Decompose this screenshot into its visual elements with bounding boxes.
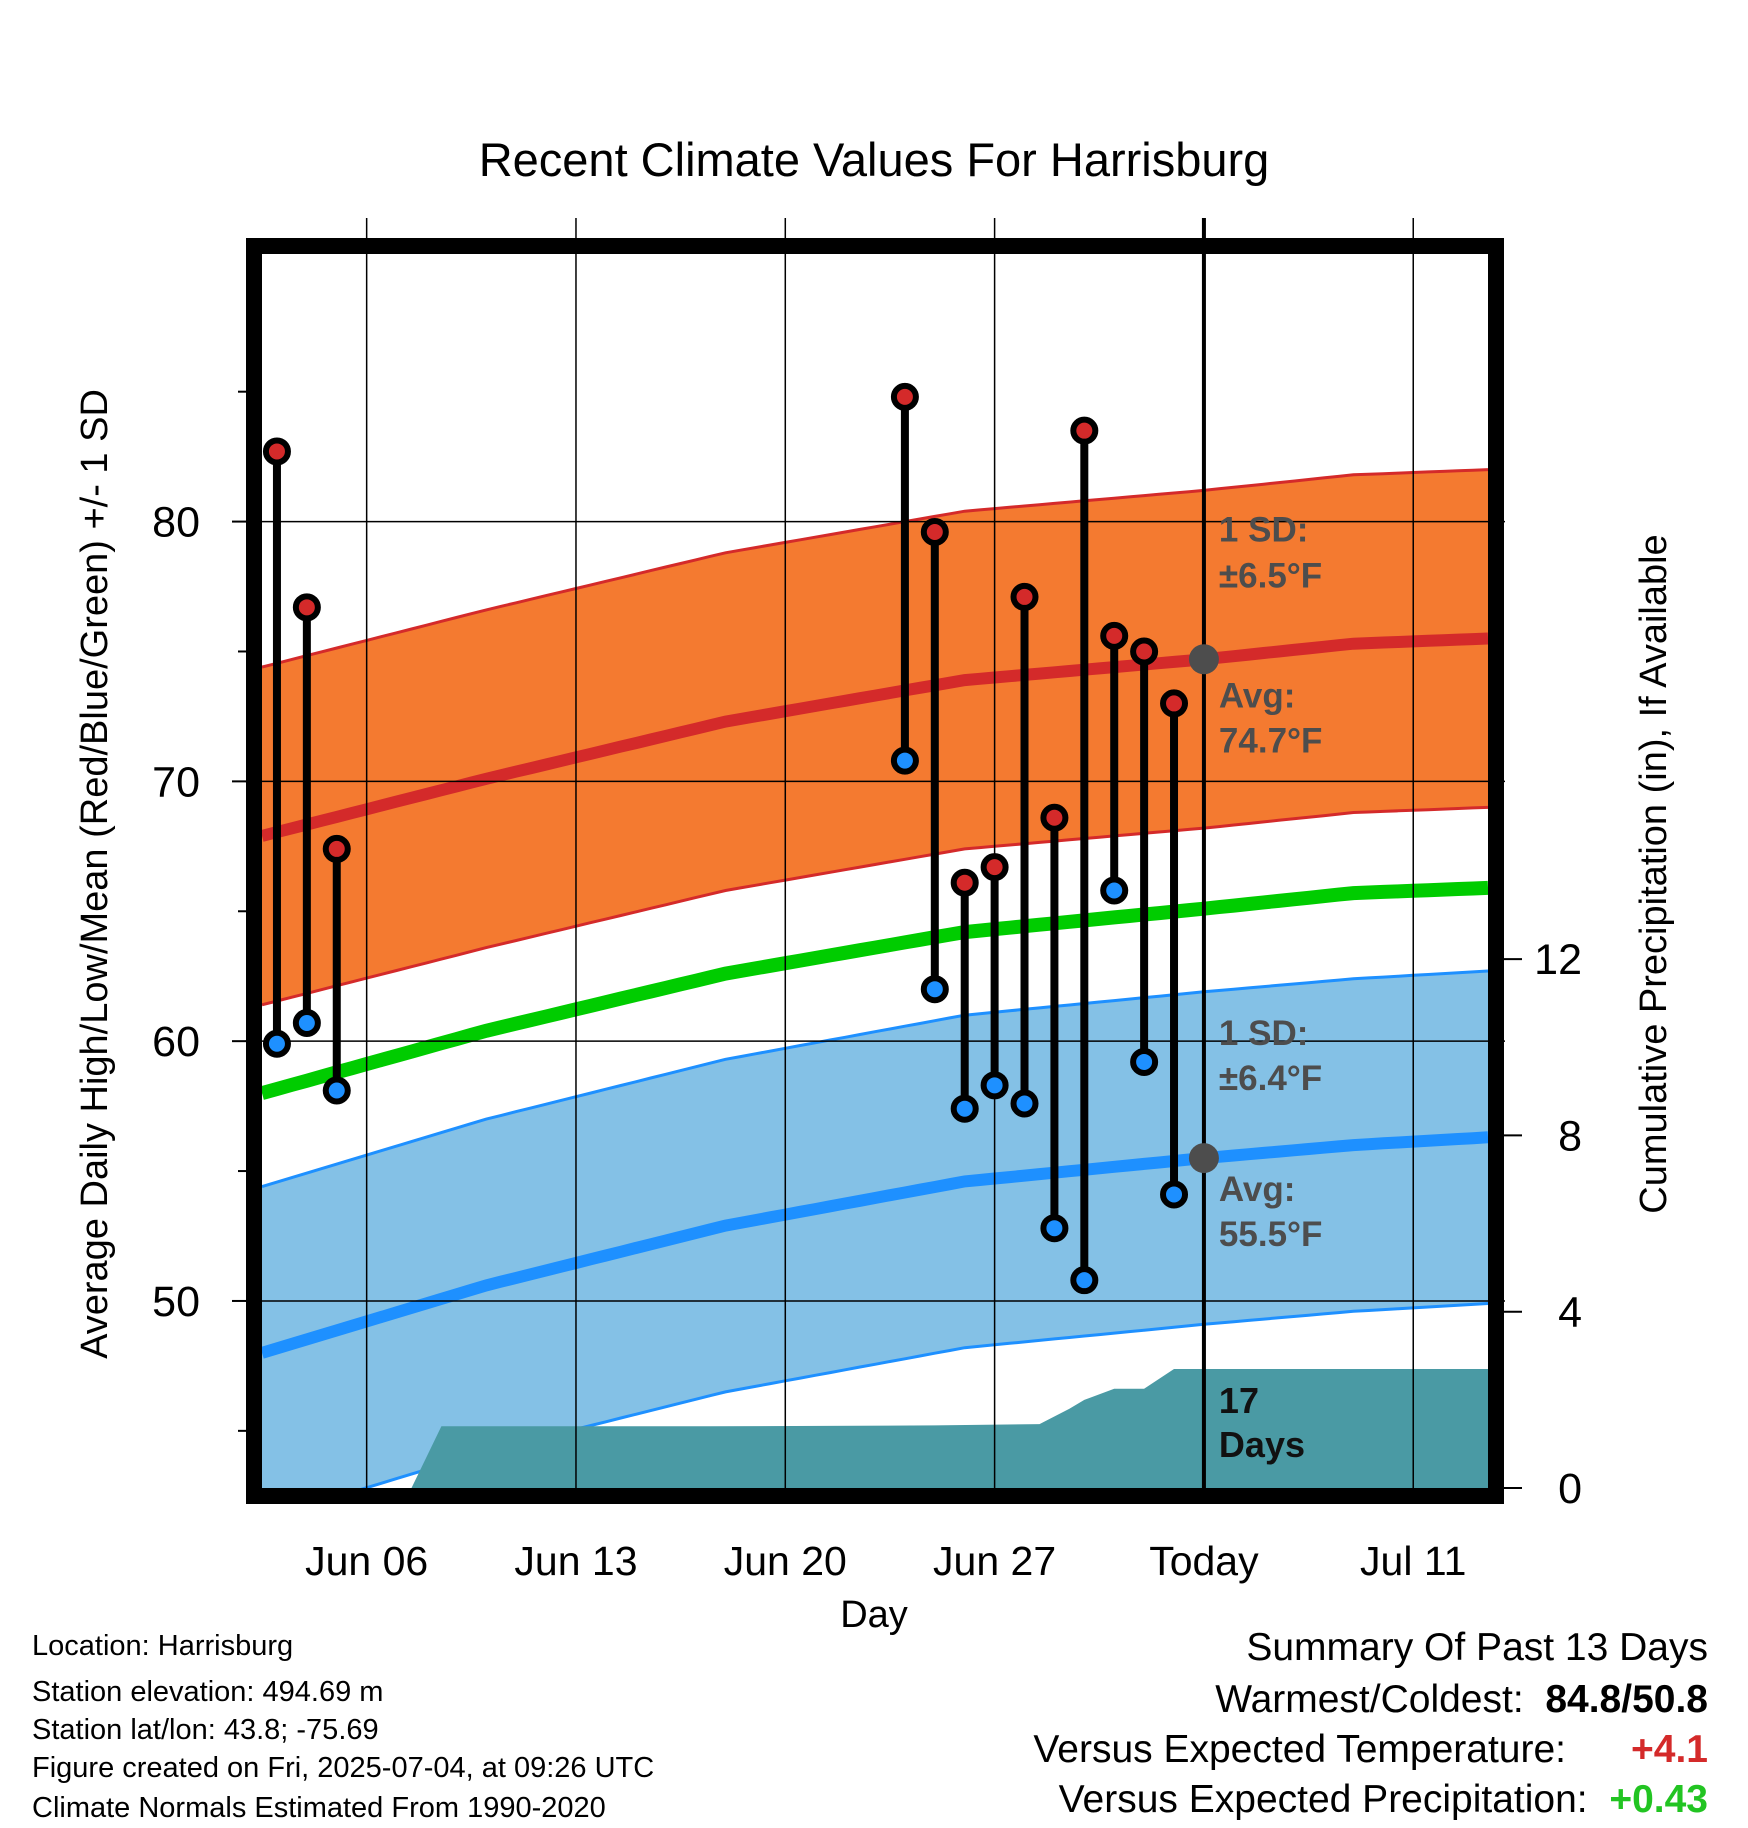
obs-low-point	[1130, 1047, 1159, 1076]
high-normal-line	[262, 632, 1488, 842]
obs-low-point	[1010, 1089, 1039, 1118]
warm-cold-value: 84.8/50.8	[1545, 1678, 1708, 1721]
high-sd-upper-edge	[262, 468, 1488, 669]
temp-label: Versus Expected Temperature:	[1033, 1728, 1566, 1771]
x-tick-label: Today	[1149, 1538, 1259, 1584]
y-right-tick-label: 4	[1558, 1289, 1582, 1337]
low-sd-band	[262, 971, 1488, 1488]
y-left-tick-label: 70	[152, 758, 200, 806]
obs-high-point	[1100, 621, 1129, 650]
obs-high-point	[980, 853, 1009, 882]
today-high-marker	[1188, 644, 1219, 675]
y-right-tick-label: 0	[1558, 1465, 1582, 1513]
obs-high-point	[1160, 689, 1189, 718]
low-sd-value: ±6.4°F	[1219, 1059, 1322, 1098]
obs-high-point	[920, 517, 949, 546]
obs-low-point	[950, 1094, 979, 1123]
y-axis-left-label: Average Daily High/Low/Mean (Red/Blue/Gr…	[74, 389, 116, 1359]
high-avg-label: Avg:	[1219, 676, 1295, 715]
plot-frame	[246, 238, 1504, 1504]
obs-low-point	[1040, 1214, 1069, 1243]
obs-high-point	[890, 382, 919, 411]
obs-high-point	[1010, 582, 1039, 611]
obs-high-point	[292, 593, 321, 622]
created-text: Figure created on Fri, 2025-07-04, at 09…	[32, 1752, 655, 1784]
today-low-marker	[1188, 1143, 1219, 1174]
y-left-tick-label: 60	[152, 1018, 200, 1066]
obs-high-point	[1070, 416, 1099, 445]
obs-high-point	[262, 437, 291, 466]
y-right-tick-label: 12	[1534, 936, 1582, 984]
obs-low-point	[1160, 1180, 1189, 1209]
obs-low-point	[322, 1076, 351, 1105]
obs-high-point	[1040, 803, 1069, 832]
location-text: Location: Harrisburg	[32, 1630, 294, 1662]
y-axis-right-label: Cumulative Precipitation (in), If Availa…	[1633, 534, 1675, 1213]
x-axis-label: Day	[840, 1594, 908, 1636]
x-tick-label: Jul 11	[1360, 1538, 1466, 1584]
summary-precip: Versus Expected Precipitation: +0.43	[1059, 1780, 1708, 1819]
chart-title: Recent Climate Values For Harrisburg	[479, 133, 1270, 186]
x-tick-label: Jun 20	[724, 1538, 847, 1584]
summary-title: Summary Of Past 13 Days	[1246, 1626, 1708, 1669]
temp-value: +4.1	[1631, 1728, 1708, 1771]
obs-low-point	[292, 1008, 321, 1037]
high-sd-value: ±6.5°F	[1219, 556, 1322, 595]
low-normal-line	[262, 1131, 1488, 1359]
summary-warm-cold: Warmest/Coldest: 84.8/50.8	[1215, 1680, 1708, 1719]
low-avg-label: Avg:	[1219, 1170, 1295, 1209]
y-right-tick-label: 8	[1558, 1112, 1582, 1160]
normals-text: Climate Normals Estimated From 1990-2020	[32, 1792, 606, 1824]
obs-low-point	[1070, 1266, 1099, 1295]
elevation-text: Station elevation: 494.69 m	[32, 1676, 384, 1708]
high-sd-band	[262, 469, 1488, 1005]
obs-low-point	[920, 975, 949, 1004]
low-sd-upper-edge	[262, 969, 1488, 1189]
high-avg-value: 74.7°F	[1219, 721, 1323, 760]
x-tick-label: Jun 06	[305, 1538, 428, 1584]
obs-low-point	[262, 1029, 291, 1058]
low-sd-label: 1 SD:	[1219, 1014, 1308, 1053]
obs-high-point	[322, 834, 351, 863]
obs-high-point	[1130, 637, 1159, 666]
precip-label: Versus Expected Precipitation:	[1058, 1778, 1588, 1821]
summary-temp: Versus Expected Temperature: +4.1	[1033, 1730, 1708, 1769]
x-tick-label: Jun 27	[933, 1538, 1056, 1584]
latlon-text: Station lat/lon: 43.8; -75.69	[32, 1714, 379, 1746]
days-count: 17	[1219, 1380, 1259, 1421]
precipitation-area	[262, 1369, 1488, 1488]
low-avg-value: 55.5°F	[1219, 1215, 1323, 1254]
obs-high-point	[950, 868, 979, 897]
y-left-tick-label: 80	[152, 499, 200, 547]
y-left-tick-label: 50	[152, 1278, 200, 1326]
precip-value: +0.43	[1609, 1778, 1708, 1821]
days-label: Days	[1219, 1424, 1305, 1465]
obs-low-point	[890, 746, 919, 775]
mean-normal-line	[262, 880, 1488, 1100]
x-tick-label: Jun 13	[514, 1538, 637, 1584]
obs-low-point	[980, 1071, 1009, 1100]
high-sd-lower-edge	[262, 805, 1488, 1007]
warm-cold-label: Warmest/Coldest:	[1215, 1678, 1524, 1721]
obs-low-point	[1100, 876, 1129, 905]
high-sd-label: 1 SD:	[1219, 510, 1308, 549]
